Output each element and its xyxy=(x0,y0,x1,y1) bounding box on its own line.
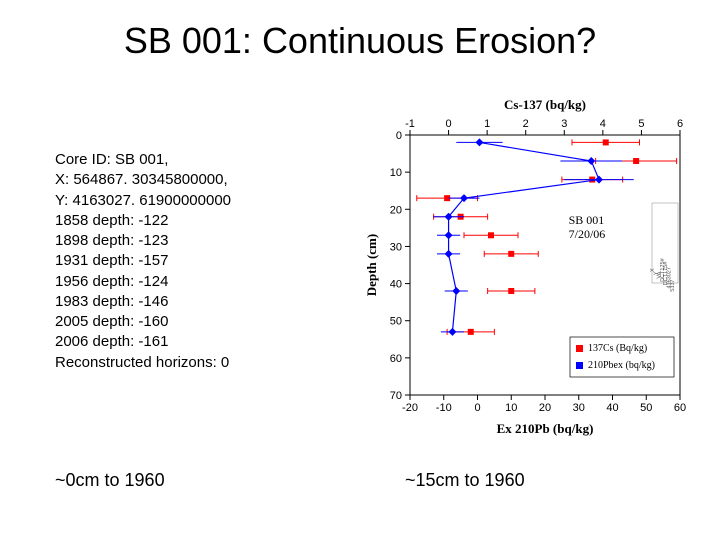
metadata-line: 2006 depth: -161 xyxy=(55,332,231,352)
svg-text:Ex 210Pb (bq/kg): Ex 210Pb (bq/kg) xyxy=(497,421,594,436)
depth-activity-chart: -10123456Cs-137 (bq/kg)-20-1001020304050… xyxy=(360,85,700,445)
svg-text:6: 6 xyxy=(677,118,683,130)
svg-text:3: 3 xyxy=(561,118,567,130)
slide-root: SB 001: Continuous Erosion? Core ID: SB … xyxy=(0,0,720,540)
svg-text:4: 4 xyxy=(600,118,606,130)
svg-text:60: 60 xyxy=(390,353,402,365)
metadata-line: 2005 depth: -160 xyxy=(55,312,231,332)
svg-text:50: 50 xyxy=(390,316,402,328)
metadata-line: 1983 depth: -146 xyxy=(55,292,231,312)
svg-text:-1: -1 xyxy=(405,118,415,130)
metadata-line: 1858 depth: -122 xyxy=(55,211,231,231)
svg-text:5337: 5337 xyxy=(670,280,676,292)
metadata-line: Core ID: SB 001, xyxy=(55,150,231,170)
svg-text:30: 30 xyxy=(390,241,402,253)
metadata-line: Y: 4163027. 61900000000 xyxy=(55,191,231,211)
slide-title: SB 001: Continuous Erosion? xyxy=(0,20,720,62)
svg-text:20: 20 xyxy=(539,402,551,414)
svg-text:10: 10 xyxy=(390,167,402,179)
svg-text:50: 50 xyxy=(640,402,652,414)
footer-label-left: ~0cm to 1960 xyxy=(55,470,165,491)
svg-text:0: 0 xyxy=(396,130,402,142)
svg-text:10: 10 xyxy=(505,402,517,414)
svg-text:SB 001: SB 001 xyxy=(569,213,605,227)
metadata-line: Reconstructed horizons: 0 xyxy=(55,353,231,373)
svg-text:-10: -10 xyxy=(436,402,452,414)
svg-text:Depth (cm): Depth (cm) xyxy=(364,234,379,296)
metadata-line: X: 564867. 30345800000, xyxy=(55,170,231,190)
svg-text:0: 0 xyxy=(446,118,452,130)
svg-text:1: 1 xyxy=(484,118,490,130)
footer-label-right: ~15cm to 1960 xyxy=(405,470,525,491)
svg-text:137Cs (Bq/kg): 137Cs (Bq/kg) xyxy=(588,343,647,354)
svg-text:210Pbex (bq/kg): 210Pbex (bq/kg) xyxy=(588,360,655,371)
metadata-line: 1898 depth: -123 xyxy=(55,231,231,251)
svg-text:-20: -20 xyxy=(402,402,418,414)
svg-text:X: X xyxy=(650,268,656,272)
svg-text:Cs-137 (bq/kg): Cs-137 (bq/kg) xyxy=(504,97,586,112)
svg-text:40: 40 xyxy=(390,279,402,291)
svg-text:5: 5 xyxy=(638,118,644,130)
svg-text:60: 60 xyxy=(674,402,686,414)
svg-text:0: 0 xyxy=(474,402,480,414)
svg-text:20: 20 xyxy=(390,204,402,216)
svg-text:7/20/06: 7/20/06 xyxy=(569,227,606,241)
svg-text:70: 70 xyxy=(390,390,402,402)
svg-text:40: 40 xyxy=(606,402,618,414)
metadata-line: 1931 depth: -157 xyxy=(55,251,231,271)
svg-text:30: 30 xyxy=(573,402,585,414)
metadata-line: 1956 depth: -124 xyxy=(55,272,231,292)
svg-text:2: 2 xyxy=(523,118,529,130)
core-metadata: Core ID: SB 001,X: 564867. 30345800000,Y… xyxy=(55,150,231,373)
